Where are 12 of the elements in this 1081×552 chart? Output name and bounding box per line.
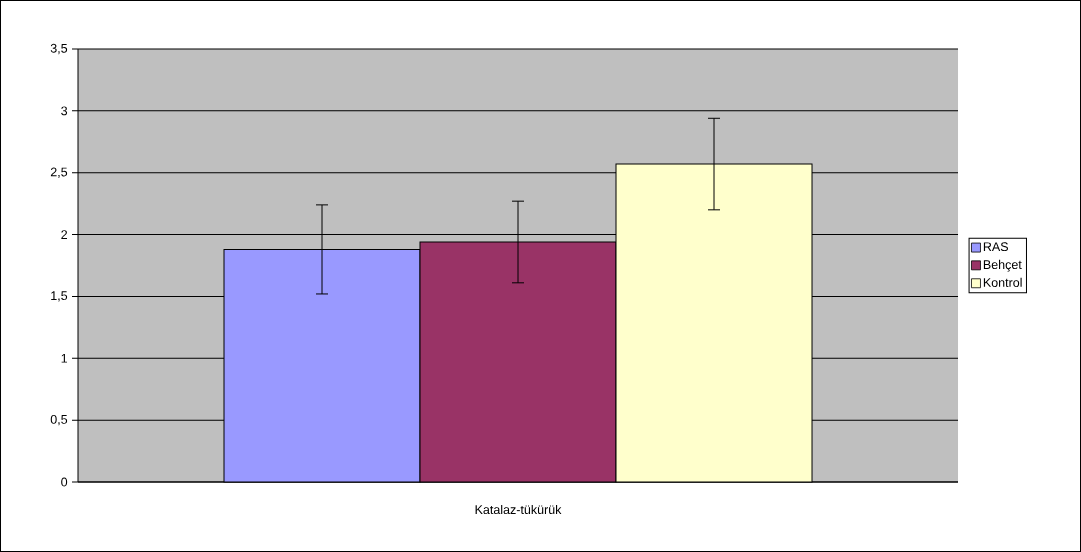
y-tick-label: 2,5 bbox=[50, 167, 68, 178]
y-tick-label: 2 bbox=[61, 230, 68, 239]
y-tick-label: 1 bbox=[61, 353, 68, 363]
legend-label: Behçet bbox=[983, 259, 1022, 272]
legend-label: RAS bbox=[983, 242, 1008, 252]
x-axis-title: Katalaz-tükürük bbox=[475, 504, 562, 515]
y-tick-label: 0 bbox=[61, 477, 68, 487]
y-tick-label: 3,5 bbox=[50, 43, 68, 55]
y-tick-label: 0,5 bbox=[50, 414, 68, 426]
y-tick-label: 1,5 bbox=[51, 291, 68, 302]
y-tick-label: 3 bbox=[61, 106, 68, 116]
legend-label: Kontrol bbox=[983, 277, 1022, 287]
